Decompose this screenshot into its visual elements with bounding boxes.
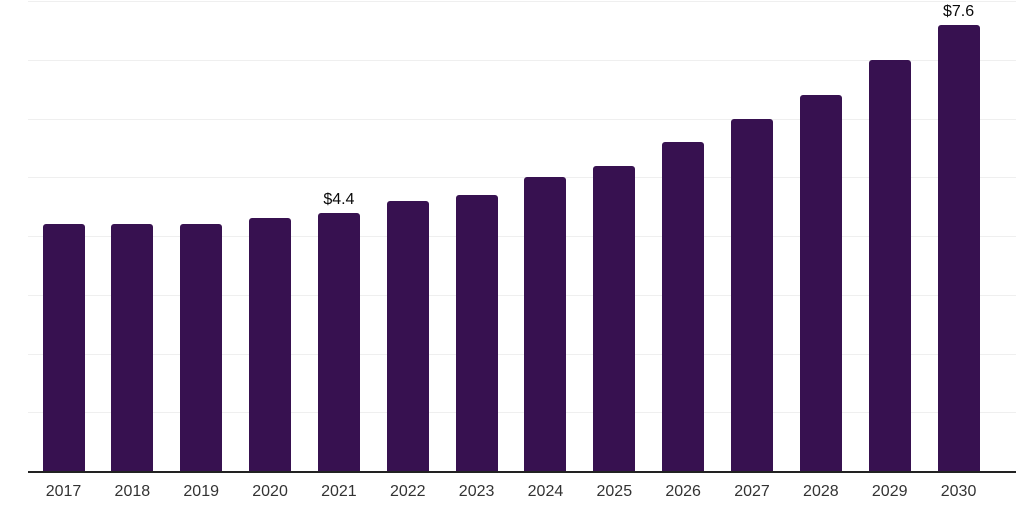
x-tick-label-2027: 2027 xyxy=(734,483,770,500)
gridline xyxy=(28,353,1016,355)
gridline xyxy=(28,236,1016,237)
data-label-2030: $7.6 xyxy=(942,2,975,20)
gridline xyxy=(28,1,1016,2)
gridline xyxy=(28,294,1016,296)
data-label-2021: $4.4 xyxy=(323,190,355,208)
gridline xyxy=(28,177,1016,179)
x-tick-label-2020: 2020 xyxy=(252,483,288,500)
bar-2029 xyxy=(868,59,911,471)
bar-2021 xyxy=(317,212,360,471)
bar-2022 xyxy=(386,200,429,471)
x-tick-label-2030: 2030 xyxy=(940,483,977,500)
bar-2023 xyxy=(455,194,498,471)
x-tick-label-2024: 2024 xyxy=(527,483,564,500)
gridline xyxy=(28,412,1016,414)
bar-2028 xyxy=(799,95,842,471)
x-tick-label-2021: 2021 xyxy=(321,483,357,500)
bar-2020 xyxy=(249,218,292,471)
x-tick-label-2022: 2022 xyxy=(389,483,426,500)
bar-2024 xyxy=(524,177,567,471)
x-tick-label-2018: 2018 xyxy=(114,483,151,500)
x-tick-label-2026: 2026 xyxy=(665,483,701,500)
x-tick-label-2025: 2025 xyxy=(596,483,633,500)
x-tick-label-2019: 2019 xyxy=(183,483,219,500)
bar-2025 xyxy=(593,165,636,471)
bar-2027 xyxy=(731,118,773,471)
bar-2019 xyxy=(180,224,223,471)
gridline xyxy=(28,118,1016,120)
gridline xyxy=(28,59,1016,61)
x-tick-label-2023: 2023 xyxy=(458,483,495,500)
x-tick-label-2029: 2029 xyxy=(871,483,908,500)
x-axis-line xyxy=(28,470,1016,473)
bar-2030 xyxy=(937,24,980,471)
bar-2026 xyxy=(662,142,705,471)
x-tick-label-2017: 2017 xyxy=(45,483,82,500)
bar-2018 xyxy=(111,224,154,471)
bar-2017 xyxy=(42,224,85,471)
x-tick-label-2028: 2028 xyxy=(803,483,839,500)
